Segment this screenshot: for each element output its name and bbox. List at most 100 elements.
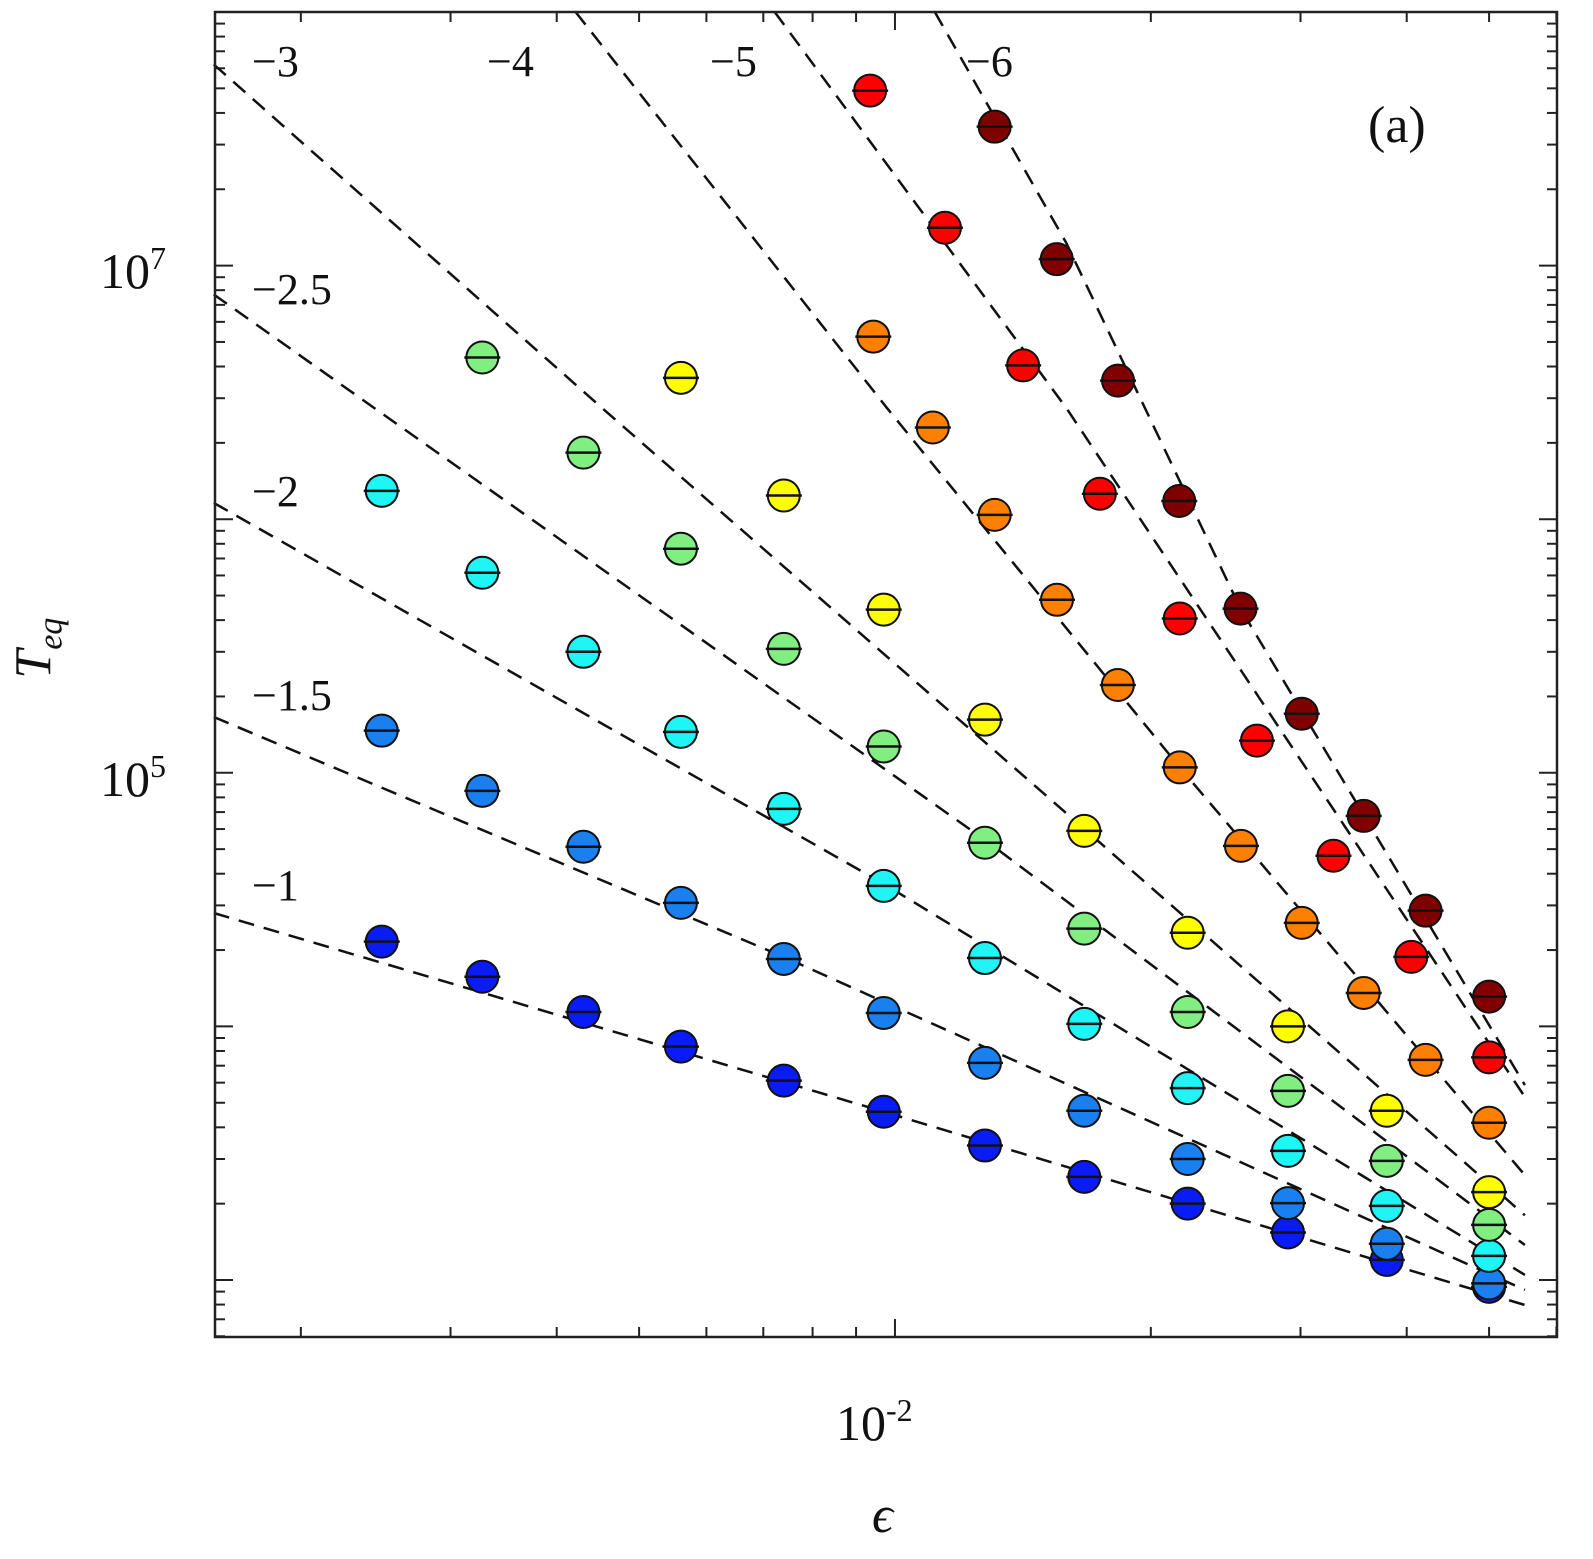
y-tick-base: 10 bbox=[100, 243, 150, 299]
fit-label-minus-2.5: −2.5 bbox=[252, 265, 332, 314]
fit-label-minus-3: −3 bbox=[252, 37, 299, 86]
data-point-series-5 bbox=[1081, 476, 1118, 511]
data-point-series-6 bbox=[1100, 363, 1137, 398]
data-point-series-2.5 bbox=[1471, 1207, 1508, 1242]
data-point-series-4 bbox=[1038, 582, 1075, 617]
data-point-series-3 bbox=[1471, 1175, 1508, 1210]
data-point-series-4 bbox=[914, 410, 951, 445]
y-axis-title-base: T bbox=[5, 649, 63, 679]
data-point-series-2.5 bbox=[966, 825, 1003, 860]
data-point-series-6 bbox=[1407, 893, 1444, 928]
data-point-series-1 bbox=[662, 1029, 699, 1064]
data-point-series-5 bbox=[1393, 939, 1430, 974]
data-point-series-2.5 bbox=[765, 631, 802, 666]
y-tick-exp: 5 bbox=[150, 748, 166, 784]
data-point-series-2 bbox=[363, 473, 400, 508]
data-point-series-2 bbox=[1066, 1006, 1103, 1041]
x-tick-exp: -2 bbox=[886, 1392, 913, 1428]
data-point-series-1.5 bbox=[1368, 1226, 1405, 1261]
data-point-series-3 bbox=[1269, 1009, 1306, 1044]
axis-ticks bbox=[215, 11, 1558, 1338]
x-tick-label-1e-2: 10-2 bbox=[836, 1394, 913, 1451]
panel-label: (a) bbox=[1368, 97, 1426, 154]
data-point-series-3 bbox=[1169, 915, 1206, 950]
data-point-series-5 bbox=[1161, 601, 1198, 636]
data-point-series-4 bbox=[1471, 1105, 1508, 1140]
data-point-series-1.5 bbox=[464, 773, 501, 808]
data-point-series-1.5 bbox=[662, 885, 699, 920]
y-tick-exp: 7 bbox=[150, 240, 166, 276]
y-tick-base: 10 bbox=[100, 751, 150, 807]
data-point-series-2.5 bbox=[1169, 994, 1206, 1029]
data-point-series-2 bbox=[1368, 1188, 1405, 1223]
data-point-series-1 bbox=[565, 994, 602, 1029]
data-point-series-2.5 bbox=[662, 531, 699, 566]
y-axis-title: Teq bbox=[5, 617, 70, 679]
data-point-series-4 bbox=[976, 497, 1013, 532]
data-point-series-1 bbox=[1066, 1159, 1103, 1194]
data-point-series-4 bbox=[1099, 667, 1136, 702]
data-point-series-4 bbox=[1283, 905, 1320, 940]
fit-label-minus-4: −4 bbox=[487, 37, 534, 86]
data-point-series-4 bbox=[855, 319, 892, 354]
x-axis-title: ϵ bbox=[872, 1487, 893, 1544]
data-point-series-6 bbox=[1283, 696, 1320, 731]
fit-line-slope-3 bbox=[212, 63, 1526, 1217]
data-point-series-1 bbox=[966, 1128, 1003, 1163]
data-point-series-3 bbox=[865, 592, 902, 627]
fit-line-slope-4 bbox=[574, 11, 1526, 1177]
data-point-series-1 bbox=[363, 924, 400, 959]
data-point-series-1 bbox=[1269, 1215, 1306, 1250]
data-point-series-2 bbox=[1471, 1238, 1508, 1273]
data-point-series-4 bbox=[1345, 975, 1382, 1010]
plot-frame bbox=[213, 10, 1559, 1339]
data-point-series-4 bbox=[1222, 828, 1259, 863]
fit-label-minus-1: −1 bbox=[252, 861, 299, 910]
fit-label-minus-5: −5 bbox=[710, 37, 757, 86]
data-point-series-4 bbox=[1407, 1042, 1444, 1077]
y-tick-label-1e7: 107 bbox=[100, 242, 166, 299]
y-tick-label-1e5: 105 bbox=[100, 750, 166, 807]
y-axis-title-sub: eq bbox=[32, 617, 70, 650]
data-point-series-2 bbox=[662, 714, 699, 749]
data-point-series-5 bbox=[1315, 838, 1352, 873]
data-point-series-2 bbox=[1169, 1071, 1206, 1106]
x-tick-base: 10 bbox=[836, 1395, 886, 1451]
data-point-series-6 bbox=[1222, 591, 1259, 626]
data-point-series-1.5 bbox=[1066, 1093, 1103, 1128]
data-point-series-2 bbox=[464, 555, 501, 590]
data-point-series-2.5 bbox=[565, 435, 602, 470]
data-point-series-1.5 bbox=[966, 1045, 1003, 1080]
data-point-series-2.5 bbox=[1066, 911, 1103, 946]
data-point-series-3 bbox=[662, 360, 699, 395]
data-point-series-6 bbox=[1345, 798, 1382, 833]
data-point-series-1 bbox=[464, 959, 501, 994]
data-point-series-2 bbox=[966, 941, 1003, 976]
data-point-series-1.5 bbox=[1269, 1186, 1306, 1221]
data-point-series-5 bbox=[1005, 348, 1042, 383]
data-point-series-2.5 bbox=[1368, 1143, 1405, 1178]
fit-label-minus-2: −2 bbox=[252, 467, 299, 516]
data-point-series-5 bbox=[852, 73, 889, 108]
fit-line-slope-2.5 bbox=[213, 293, 1526, 1246]
data-point-series-2.5 bbox=[464, 340, 501, 375]
data-point-series-3 bbox=[765, 478, 802, 513]
data-point-series-1 bbox=[1169, 1186, 1206, 1221]
data-points bbox=[363, 73, 1508, 1304]
data-point-series-5 bbox=[1471, 1040, 1508, 1075]
fit-label-minus-1.5: −1.5 bbox=[252, 671, 332, 720]
data-point-series-4 bbox=[1161, 750, 1198, 785]
data-point-series-1 bbox=[765, 1063, 802, 1098]
data-point-series-2.5 bbox=[1269, 1073, 1306, 1108]
fit-label-minus-6: −6 bbox=[966, 37, 1013, 86]
data-point-series-1.5 bbox=[865, 995, 902, 1030]
data-point-series-5 bbox=[926, 210, 963, 245]
data-point-series-5 bbox=[1238, 723, 1275, 758]
data-point-series-3 bbox=[966, 702, 1003, 737]
data-point-series-1.5 bbox=[565, 829, 602, 864]
data-point-series-6 bbox=[976, 109, 1013, 144]
data-point-series-2.5 bbox=[865, 729, 902, 764]
fit-line-slope-1 bbox=[213, 911, 1526, 1307]
data-point-series-2 bbox=[1269, 1133, 1306, 1168]
